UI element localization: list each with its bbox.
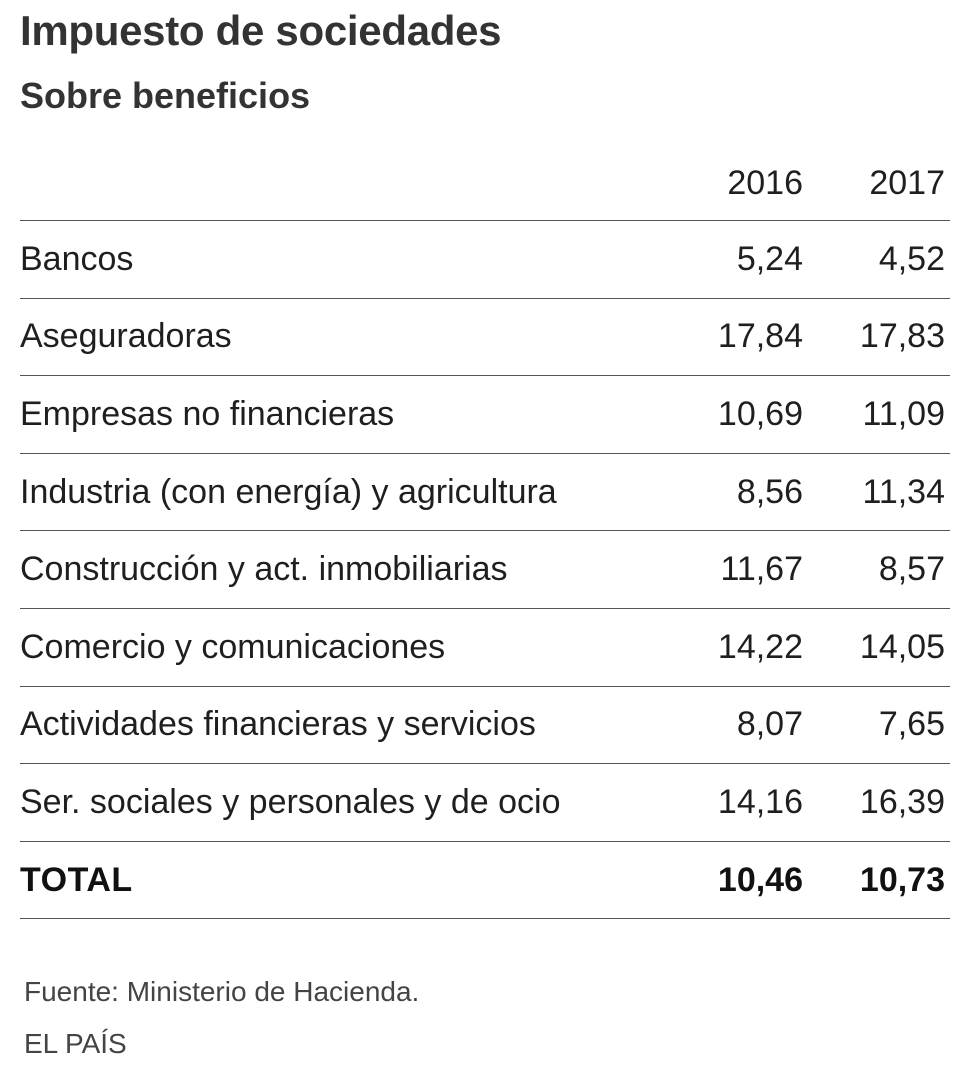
row-value-2017: 14,05 [859, 627, 945, 666]
row-label: Bancos [20, 239, 134, 278]
row-label: Aseguradoras [20, 317, 232, 356]
table-row: Construcción y act. inmobiliarias 11,67 8,… [20, 531, 950, 609]
row-label: Industria (con energía) y agricultura [20, 472, 557, 511]
table-total-row: TOTAL 10,46 10,73 [20, 842, 950, 920]
data-table: 2016 2017 Bancos 5,24 4,52 Aseguradoras 17,8… [20, 146, 950, 920]
table-row: Comercio y comunicaciones 14,22 14,05 [20, 609, 950, 687]
row-label: Comercio y comunicaciones [20, 627, 446, 666]
row-value-2016: 11,67 [720, 550, 803, 589]
table-row: Aseguradoras 17,84 17,83 [20, 299, 950, 377]
source-note: Fuente: Ministerio de Hacienda. [24, 976, 420, 1007]
row-value-2016: 8,56 [736, 472, 803, 511]
row-label: Actividades financieras y servicios [20, 705, 536, 744]
publisher-credit: EL PAÍS [24, 1028, 127, 1059]
row-value-2016: 5,24 [736, 239, 803, 278]
row-value-2016: 17,84 [717, 317, 803, 356]
table-body: Bancos 5,24 4,52 Aseguradoras 17,84 17,83 Empr… [20, 221, 950, 842]
row-value-2017: 7,65 [878, 705, 945, 744]
row-value-2017: 11,34 [862, 472, 945, 511]
table-row: Industria (con energía) y agricultura 8,5… [20, 454, 950, 532]
row-value-2017: 4,52 [878, 239, 945, 278]
total-value-2016: 10,46 [717, 860, 803, 899]
column-header-2017: 2017 [869, 163, 945, 202]
table-row: Bancos 5,24 4,52 [20, 221, 950, 299]
table-row: Ser. sociales y personales y de ocio 14,1… [20, 764, 950, 842]
column-header-2016: 2016 [727, 163, 803, 202]
table-row: Actividades financieras y servicios 8,07 7… [20, 687, 950, 765]
row-label: Empresas no financieras [20, 394, 395, 433]
total-label: TOTAL [20, 860, 133, 899]
row-value-2017: 17,83 [859, 317, 945, 356]
row-label: Ser. sociales y personales y de ocio [20, 782, 561, 821]
total-value-2017: 10,73 [859, 860, 945, 899]
row-value-2016: 14,22 [717, 627, 803, 666]
row-value-2016: 8,07 [736, 705, 803, 744]
table-header-row: 2016 2017 [20, 146, 950, 221]
row-label: Construcción y act. inmobiliarias [20, 550, 508, 589]
row-value-2017: 16,39 [859, 782, 945, 821]
row-value-2016: 10,69 [717, 394, 803, 433]
chart-subtitle: Sobre beneficios [20, 75, 311, 116]
chart-title: Impuesto de sociedades [20, 7, 502, 54]
row-value-2017: 11,09 [862, 394, 945, 433]
row-value-2016: 14,16 [717, 782, 803, 821]
row-value-2017: 8,57 [878, 550, 945, 589]
table-row: Empresas no financieras 10,69 11,09 [20, 376, 950, 454]
